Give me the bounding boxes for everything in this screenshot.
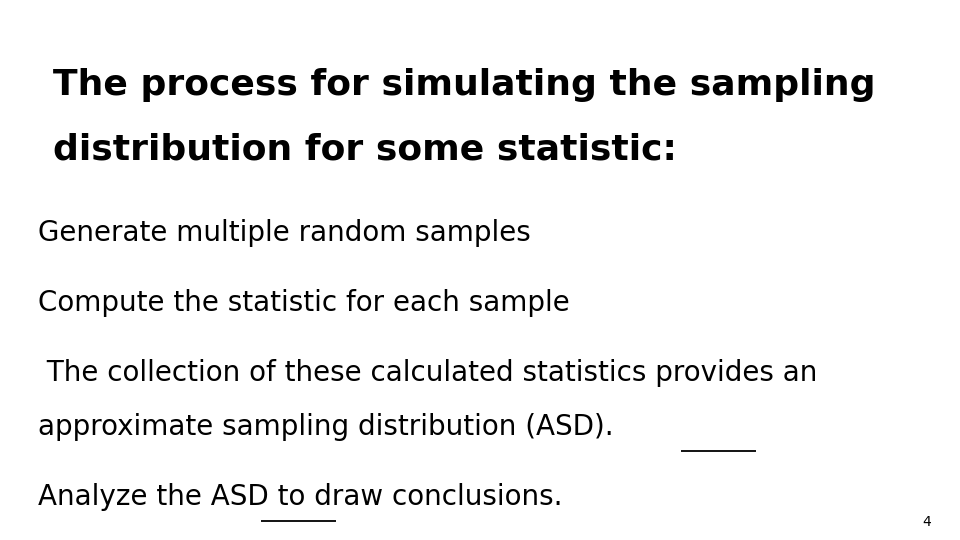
Text: The collection of these calculated statistics provides an: The collection of these calculated stati… [38,359,818,387]
Text: approximate sampling distribution (ASD).: approximate sampling distribution (ASD). [38,413,614,441]
Text: The process for simulating the sampling: The process for simulating the sampling [53,68,876,102]
Text: distribution for some statistic:: distribution for some statistic: [53,132,677,166]
Text: Compute the statistic for each sample: Compute the statistic for each sample [38,289,570,317]
Text: 4: 4 [923,515,931,529]
Text: Analyze the ASD to draw conclusions.: Analyze the ASD to draw conclusions. [38,483,563,511]
Text: Generate multiple random samples: Generate multiple random samples [38,219,531,247]
